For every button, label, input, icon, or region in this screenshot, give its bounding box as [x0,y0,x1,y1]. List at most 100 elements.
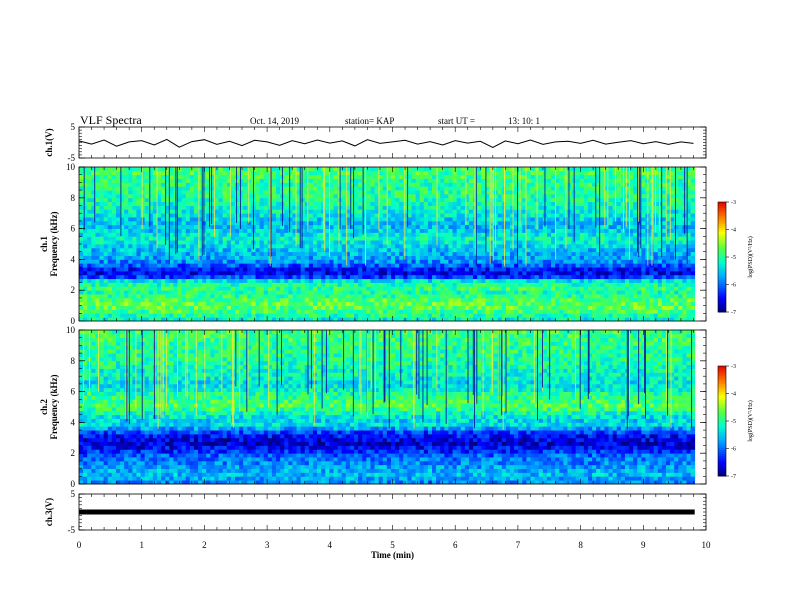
spectrogram-cell [247,309,252,314]
spectrogram-cell [280,274,285,280]
spectrogram-cell [514,301,519,306]
spectrogram-cell [333,278,338,283]
spectrogram-cell [456,270,462,276]
spectrogram-cell [674,197,679,203]
spectrogram-cell [509,309,515,314]
spectrogram-cell [337,278,343,283]
spectrogram-cell [514,274,519,280]
spectrogram-cell [526,240,531,245]
spectrogram-cell [464,228,470,233]
spectrogram-cell [136,251,141,256]
spectrogram-cell [608,286,614,291]
spectrogram-cell [497,301,503,306]
spectrogram-cell [555,255,560,260]
spectrogram-cell [633,294,638,299]
spectrogram-cell [407,201,412,206]
spectrogram-cell [612,201,618,206]
spectrogram-cell [620,290,626,295]
spectrogram-cell [440,278,445,283]
spectrogram-cell [124,297,129,303]
spectrogram-cell [600,259,605,264]
spectrogram-cell [530,263,536,268]
spectrogram-cell [661,297,667,303]
spectrogram-cell [202,213,207,218]
spectrogram-cell [259,290,265,295]
spectrogram-cell [390,282,396,287]
spectrogram-cell [657,263,663,268]
spectrogram-cell [218,228,224,233]
spectrogram-cell [222,224,228,229]
spectrogram-cell [559,313,564,318]
spectrogram-cell [374,228,380,233]
spectrogram-cell [575,255,581,260]
spectrogram-cell [87,267,92,272]
spectrogram-cell [522,294,527,299]
spectrogram-cell [665,259,671,264]
spectrogram-cell [452,305,458,310]
spectrogram-cell [210,244,215,249]
spectrogram-cell [222,232,228,237]
spectrogram-cell [493,301,499,306]
spectrogram-cell [349,224,355,229]
spectrogram-cell [559,274,564,280]
spectrogram-cell [79,286,84,291]
spectrogram-cell [95,201,100,206]
spectrogram-cell [83,240,88,245]
spectrogram-cell [99,251,105,256]
spectrogram-cell [165,290,170,295]
spectrogram-cell [526,251,531,256]
spectrogram-cell [300,274,306,280]
spectrogram-cell [583,282,589,287]
spectrogram-cell [124,317,129,322]
spectrogram-cell [551,251,556,256]
spectrogram-cell [115,274,121,280]
spectrogram-cell [202,301,207,306]
spectrogram-cell [546,247,552,253]
spectrogram-cell [333,259,338,264]
spectrogram-cell [378,213,384,218]
spectrogram-cell [661,255,667,260]
spectrogram-cell [210,282,215,287]
spectrogram-cell [132,267,137,272]
spectrogram-cell [378,278,384,283]
spectrogram-cell [592,228,597,233]
spectrogram-cell [226,278,232,283]
spectrogram-cell [99,197,105,203]
spectrogram-cell [587,209,593,214]
spectrogram-cell [132,251,137,256]
spectrogram-cell [546,274,552,280]
spectrogram-cell [522,255,527,260]
spectrogram-cell [419,267,425,272]
spectrogram-cell [505,240,511,245]
spectrogram-cell [276,267,281,272]
spectrogram-cell [255,240,261,245]
spectrogram-cell [637,294,642,299]
spectrogram-cell [665,290,671,295]
spectrogram-cell [111,236,117,241]
spectrogram-cell [276,232,281,237]
spectrogram-cell [390,213,396,218]
spectrogram-cell [276,205,281,210]
spectrogram-cell [321,247,326,253]
spectrogram-cell [230,224,236,229]
spectrogram-cell [202,297,207,303]
spectrogram-cell [148,240,154,245]
spectrogram-cell [592,205,597,210]
spectrogram-cell [403,297,408,303]
spectrogram-cell [87,263,92,268]
spectrogram-cell [87,317,92,322]
spectrogram-cell [202,267,207,272]
spectrogram-cell [296,267,302,272]
spectrogram-cell [575,294,581,299]
spectrogram-cell [263,209,269,214]
spectrogram-cell [103,224,109,229]
spectrogram-cell [136,236,141,241]
spectrogram-cell [575,213,581,218]
spectrogram-cell [91,220,96,226]
spectrogram-cell [202,247,207,253]
spectrogram-cell [329,301,334,306]
spectrogram-cell [193,286,199,291]
spectrogram-cell [144,220,150,226]
spectrogram-cell [284,251,289,256]
spectrogram-cell [202,197,207,203]
